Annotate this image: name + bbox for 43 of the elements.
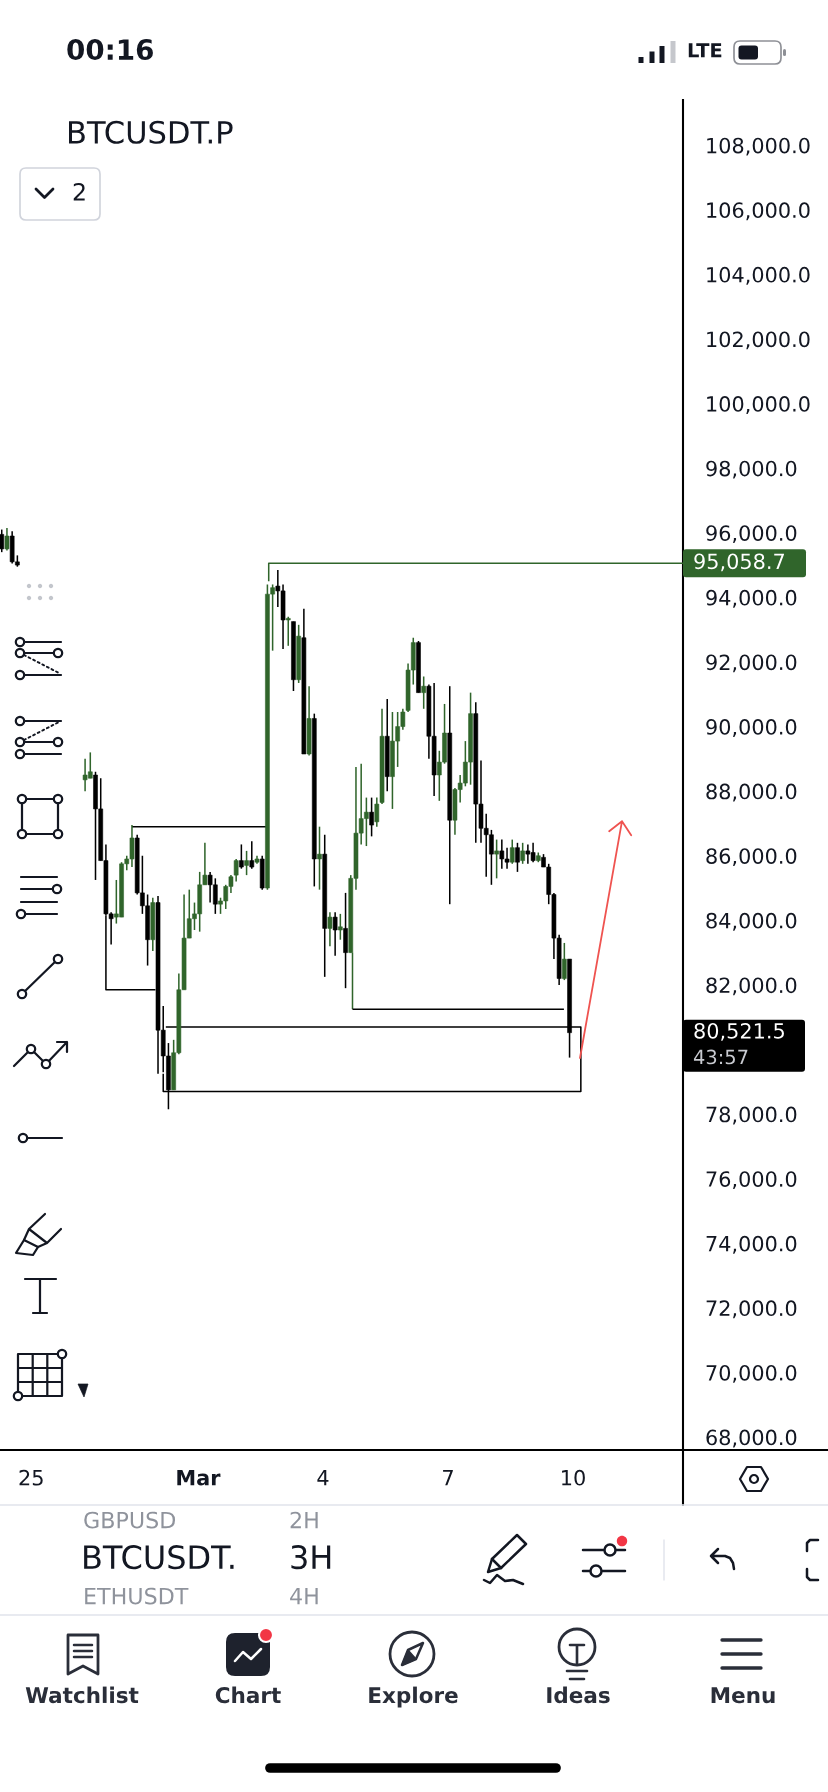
text: 4H bbox=[290, 1587, 318, 1605]
text: Watchlist bbox=[25, 1686, 139, 1704]
x-tick-label: 10 bbox=[562, 1469, 585, 1486]
y-tick-label: 92,000.0 bbox=[706, 654, 797, 673]
y-tick-label: 86,000.0 bbox=[706, 848, 797, 867]
x-tick-label: Mar bbox=[177, 1470, 221, 1486]
text: 00:16 bbox=[67, 39, 153, 61]
y-tick-label: 104,000.0 bbox=[707, 266, 810, 285]
text: Menu bbox=[711, 1687, 775, 1704]
text: ETHUSDT bbox=[85, 1587, 189, 1605]
x-tick-label: 7 bbox=[443, 1470, 453, 1486]
y-tick-label: 74,000.0 bbox=[706, 1235, 797, 1254]
text: Explore bbox=[369, 1686, 458, 1708]
y-tick-label: 102,000.0 bbox=[707, 331, 810, 350]
y-tick-label: 90,000.0 bbox=[706, 719, 797, 737]
text: 2H bbox=[290, 1511, 318, 1529]
y-tick-label: 68,000.0 bbox=[706, 1429, 797, 1448]
y-tick-label: 72,000.0 bbox=[706, 1300, 797, 1319]
text: GBPUSD bbox=[84, 1511, 176, 1529]
text: Ideas bbox=[547, 1686, 610, 1704]
text: BTCUSDT. bbox=[84, 1545, 234, 1570]
y-tick-label: 94,000.0 bbox=[706, 589, 797, 608]
x-tick-label: 25 bbox=[19, 1469, 43, 1486]
text: LTE bbox=[688, 43, 722, 58]
text: 80,521.5 bbox=[694, 1022, 784, 1041]
x-tick-label: 4 bbox=[317, 1470, 329, 1486]
text: 3H bbox=[291, 1545, 331, 1570]
text: Chart bbox=[215, 1686, 281, 1704]
y-tick-label: 76,000.0 bbox=[706, 1171, 797, 1190]
y-tick-label: 88,000.0 bbox=[706, 783, 797, 802]
y-tick-label: 100,000.0 bbox=[707, 396, 810, 414]
y-tick-label: 70,000.0 bbox=[706, 1364, 797, 1383]
text: 95,058.7 bbox=[694, 553, 784, 572]
y-tick-label: 96,000.0 bbox=[706, 525, 797, 544]
y-tick-label: 78,000.0 bbox=[706, 1106, 797, 1125]
y-tick-label: 82,000.0 bbox=[706, 977, 797, 996]
annotation: 2 bbox=[73, 182, 85, 201]
y-tick-label: 98,000.0 bbox=[706, 460, 797, 479]
text: BTCUSDT.P bbox=[69, 120, 233, 144]
y-tick-label: 106,000.0 bbox=[707, 202, 810, 221]
y-tick-label: 108,000.0 bbox=[707, 137, 810, 156]
y-tick-label: 84,000.0 bbox=[706, 912, 797, 931]
text: 43:57 bbox=[693, 1049, 748, 1065]
